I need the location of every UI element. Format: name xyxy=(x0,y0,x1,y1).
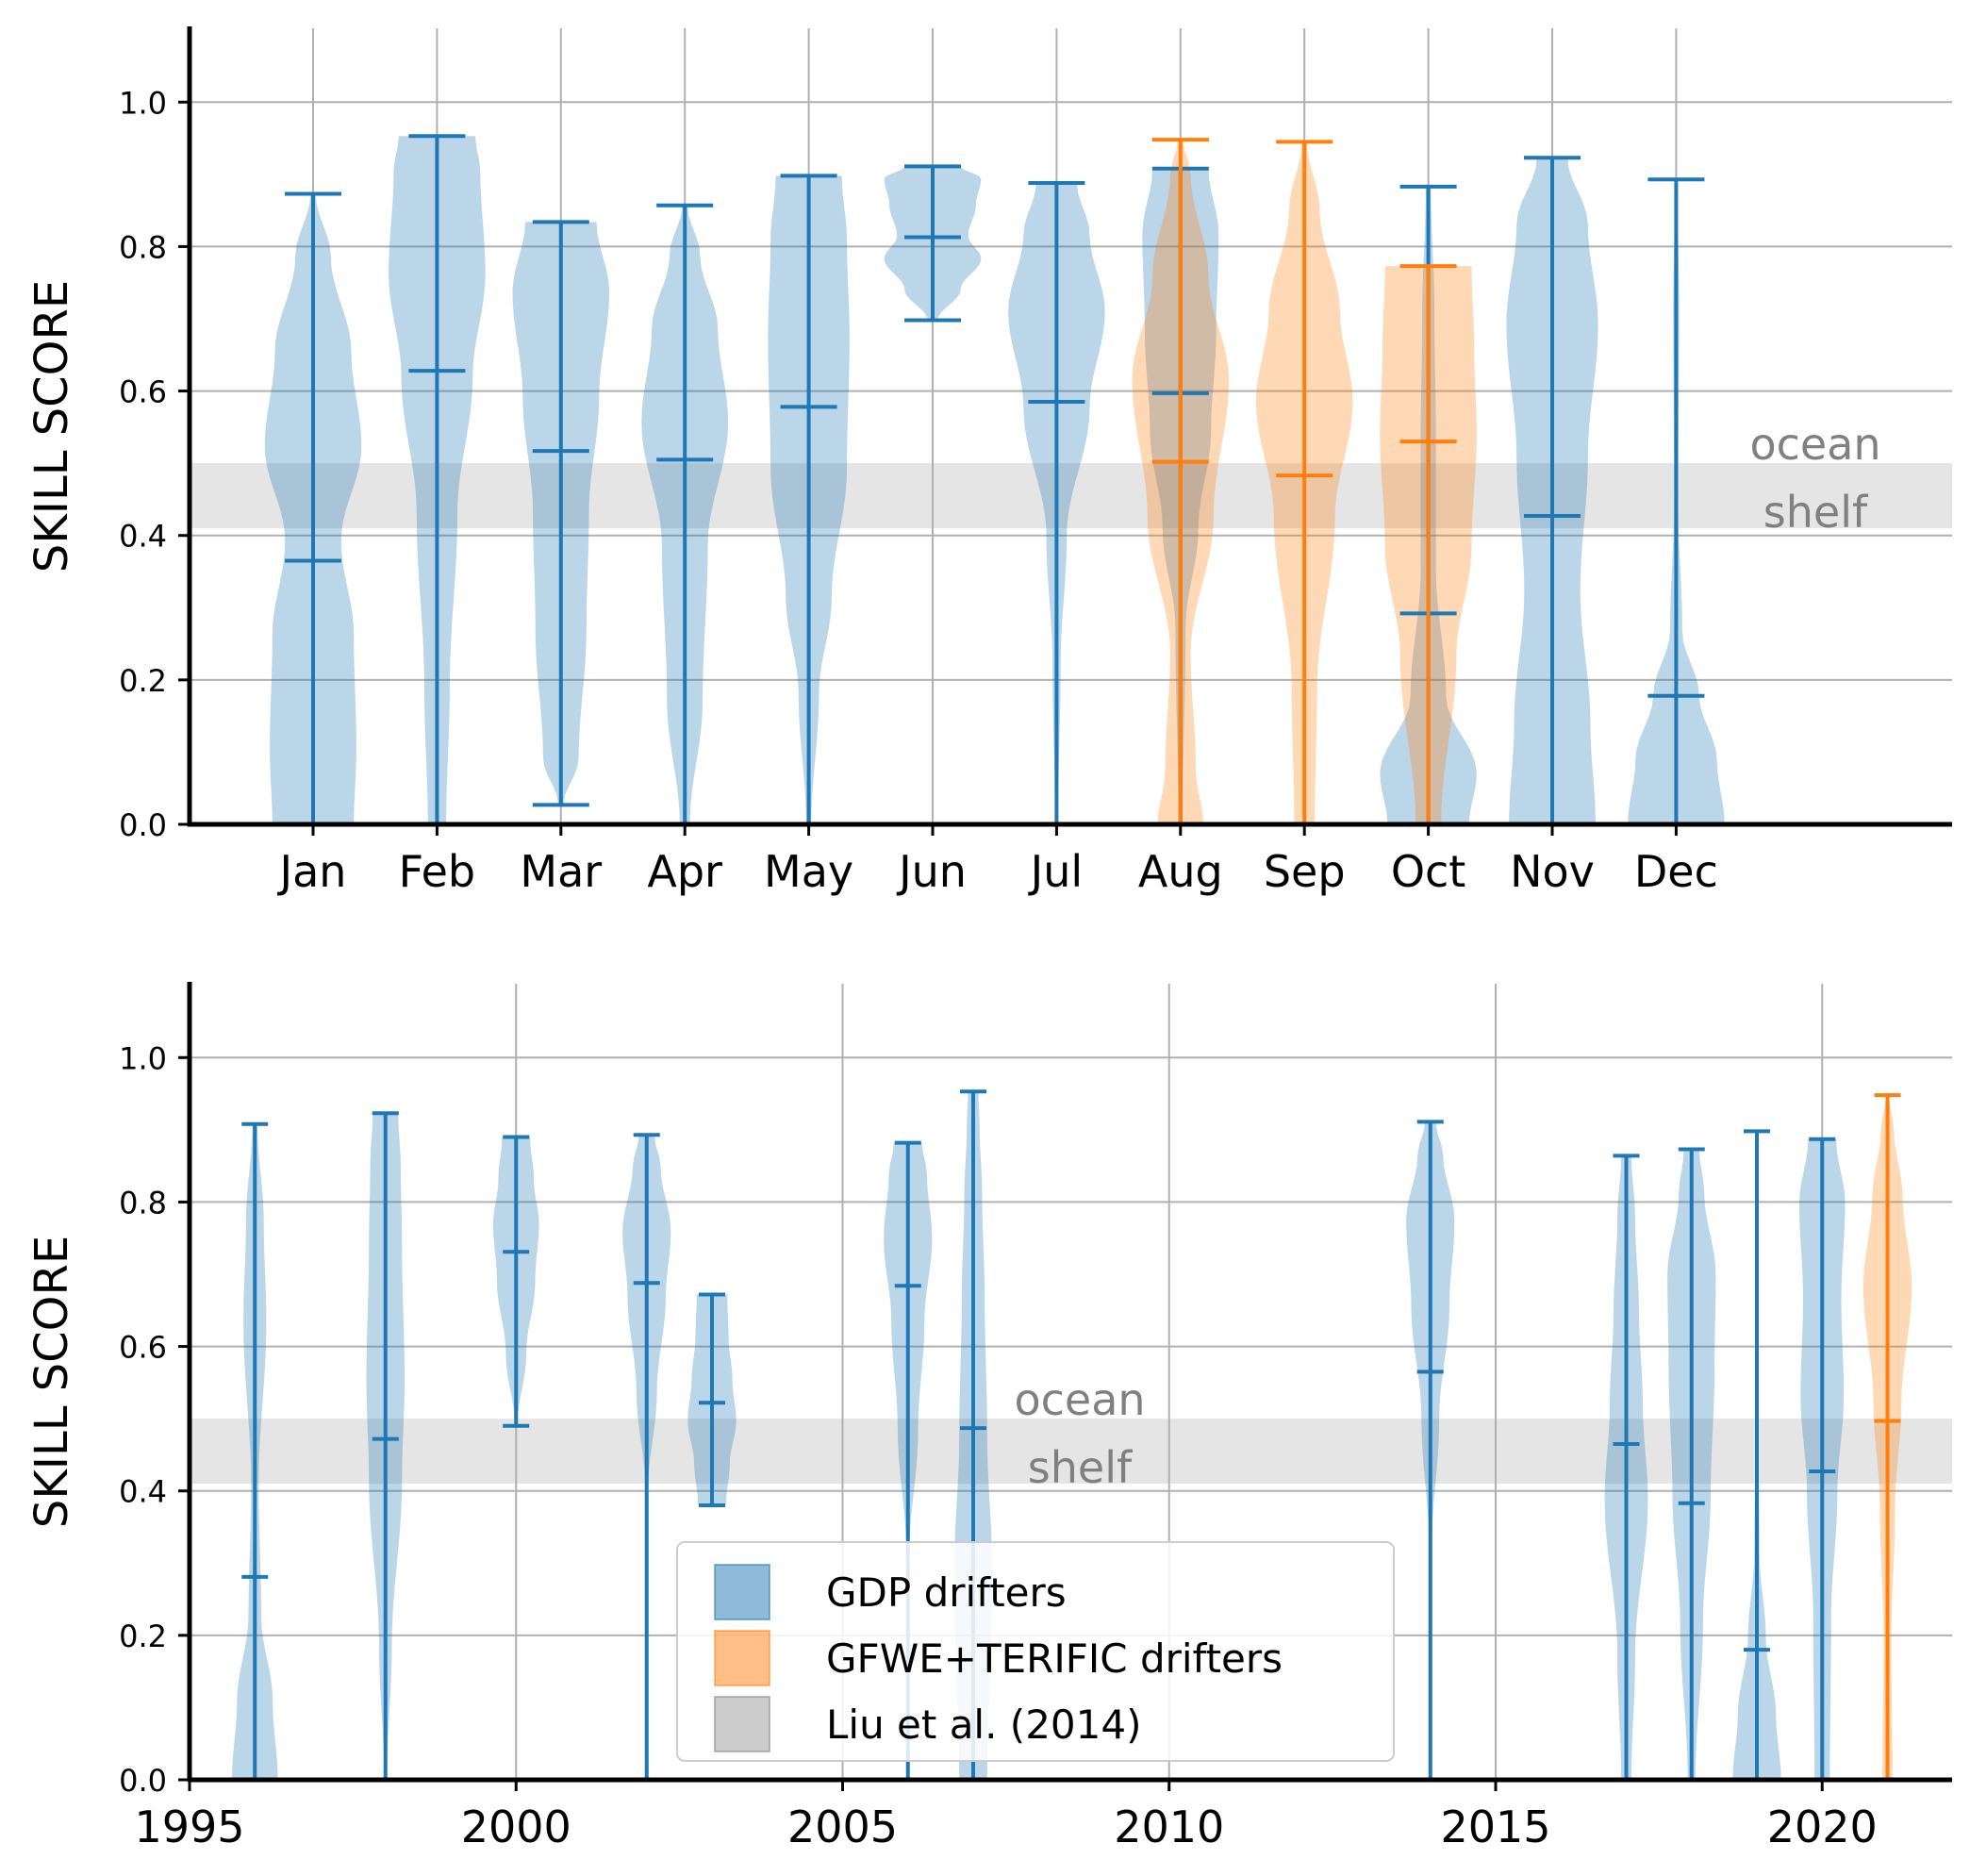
legend-label: Liu et al. (2014) xyxy=(826,1702,1141,1748)
y-tick-label: 0.4 xyxy=(119,519,167,555)
y-tick-label: 1.0 xyxy=(119,1040,167,1076)
x-tick-label: 2000 xyxy=(461,1801,571,1852)
y-tick-label: 0.6 xyxy=(119,374,167,410)
x-tick-label: 2015 xyxy=(1440,1801,1550,1852)
x-tick-label: 2010 xyxy=(1114,1801,1224,1852)
y-tick-label: 0.0 xyxy=(119,1763,167,1799)
y-tick-label: 0.8 xyxy=(119,1185,167,1220)
legend-label: GFWE+TERIFIC drifters xyxy=(826,1635,1283,1682)
y-tick-label: 0.6 xyxy=(119,1330,167,1366)
legend-box xyxy=(676,1541,1395,1762)
x-tick-label: Jun xyxy=(896,846,967,897)
x-tick-label: 2020 xyxy=(1767,1801,1878,1852)
x-tick-label: Feb xyxy=(399,846,475,897)
x-tick-label: Apr xyxy=(647,846,722,897)
x-tick-label: Sep xyxy=(1264,846,1346,897)
yearly-violin-chart: ocean shelf 0.0 0.2 0.4 0.6 0.8 1.0 SKILL SCORE 1… xyxy=(25,982,1952,1852)
x-tick-label: Dec xyxy=(1634,846,1718,897)
y-tick-label: 0.2 xyxy=(119,1619,167,1654)
y-axis-label: SKILL SCORE xyxy=(25,280,78,573)
legend-swatch xyxy=(714,1564,770,1620)
x-tick-label: Jan xyxy=(277,846,347,897)
y-tick-label: 1.0 xyxy=(119,85,167,121)
y-axis-label: SKILL SCORE xyxy=(25,1236,78,1528)
legend-swatch xyxy=(714,1630,770,1686)
x-tick-label: 1995 xyxy=(134,1801,244,1852)
x-tick-label: May xyxy=(764,846,853,897)
y-tick-label: 0.2 xyxy=(119,663,167,699)
x-tick-label: Oct xyxy=(1391,846,1466,897)
x-tick-label: Jul xyxy=(1028,846,1084,897)
band-label-shelf: shelf xyxy=(1028,1442,1134,1493)
legend-swatch xyxy=(714,1696,770,1752)
reference-band xyxy=(190,1419,1952,1485)
y-tick-label: 0.0 xyxy=(119,807,167,843)
x-tick-label: 2005 xyxy=(787,1801,898,1852)
y-tick-label: 0.8 xyxy=(119,229,167,265)
band-label-ocean: ocean xyxy=(1749,419,1880,470)
reference-band xyxy=(190,463,1952,529)
y-tick-label: 0.4 xyxy=(119,1474,167,1510)
x-tick-label: Aug xyxy=(1138,846,1223,897)
band-label-shelf: shelf xyxy=(1763,487,1869,538)
monthly-violin-chart: ocean shelf 0.0 0.2 0.4 0.6 0.8 1.0 SKILL SCORE J… xyxy=(25,26,1952,897)
band-label-ocean: ocean xyxy=(1014,1374,1145,1425)
x-tick-label: Nov xyxy=(1510,846,1595,897)
legend-label: GDP drifters xyxy=(826,1569,1067,1616)
x-tick-label: Mar xyxy=(520,846,602,897)
